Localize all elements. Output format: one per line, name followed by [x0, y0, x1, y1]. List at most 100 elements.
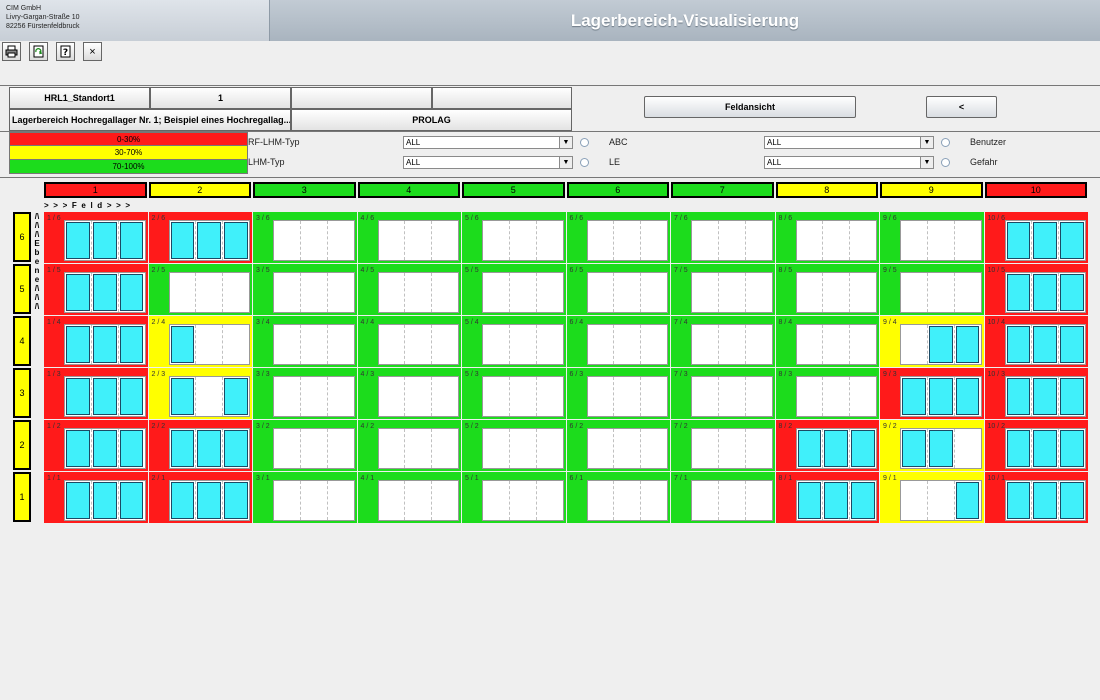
slot-empty — [483, 377, 510, 416]
storage-cell[interactable]: 3 / 3 — [253, 368, 357, 419]
storage-cell[interactable]: 9 / 3 — [880, 368, 984, 419]
storage-cell[interactable]: 5 / 3 — [462, 368, 566, 419]
storage-cell[interactable]: 4 / 5 — [357, 264, 461, 315]
storage-cell[interactable]: 3 / 1 — [253, 472, 357, 523]
slot-empty — [483, 273, 510, 312]
storage-cell[interactable]: 9 / 5 — [880, 264, 984, 315]
cell-label: 9 / 6 — [883, 215, 897, 222]
storage-cell[interactable]: 8 / 6 — [775, 212, 879, 263]
storage-cell[interactable]: 8 / 3 — [775, 368, 879, 419]
storage-cell[interactable]: 2 / 1 — [148, 472, 252, 523]
slot-empty — [719, 429, 746, 468]
row-header-5[interactable]: 5 — [13, 264, 31, 314]
storage-cell[interactable]: 4 / 4 — [357, 316, 461, 367]
refresh-button[interactable] — [29, 42, 48, 61]
storage-cell[interactable]: 6 / 4 — [566, 316, 670, 367]
storage-cell[interactable]: 7 / 1 — [671, 472, 775, 523]
storage-cell[interactable]: 8 / 1 — [775, 472, 879, 523]
help-button[interactable]: ? — [56, 42, 75, 61]
back-button[interactable]: < — [926, 96, 997, 118]
storage-cell[interactable]: 1 / 2 — [44, 420, 148, 471]
storage-cell[interactable]: 10 / 4 — [984, 316, 1088, 367]
slot-empty — [955, 221, 981, 260]
print-button[interactable] — [2, 42, 21, 61]
column-header-10[interactable]: 10 — [984, 182, 1087, 198]
row-header-4[interactable]: 4 — [13, 316, 31, 366]
storage-cell[interactable]: 10 / 1 — [984, 472, 1088, 523]
storage-cell[interactable]: 10 / 2 — [984, 420, 1088, 471]
storage-cell[interactable]: 8 / 5 — [775, 264, 879, 315]
storage-cell[interactable]: 4 / 3 — [357, 368, 461, 419]
storage-cell[interactable]: 7 / 2 — [671, 420, 775, 471]
column-header-4[interactable]: 4 — [357, 182, 460, 198]
storage-cell[interactable]: 5 / 6 — [462, 212, 566, 263]
slot-occupied — [223, 221, 249, 260]
storage-cell[interactable]: 3 / 4 — [253, 316, 357, 367]
feldansicht-button[interactable]: Feldansicht — [644, 96, 856, 118]
column-header-7[interactable]: 7 — [671, 182, 774, 198]
lhm-typ-select[interactable]: ALL ▼ — [403, 156, 573, 169]
storage-cell[interactable]: 6 / 5 — [566, 264, 670, 315]
column-header-1[interactable]: 1 — [44, 182, 147, 198]
storage-cell[interactable]: 10 / 6 — [984, 212, 1088, 263]
close-button[interactable]: × — [83, 42, 102, 61]
row-header-1[interactable]: 1 — [13, 472, 31, 522]
storage-cell[interactable]: 6 / 2 — [566, 420, 670, 471]
storage-cell[interactable]: 5 / 5 — [462, 264, 566, 315]
storage-cell[interactable]: 5 / 4 — [462, 316, 566, 367]
column-header-9[interactable]: 9 — [880, 182, 983, 198]
column-header-5[interactable]: 5 — [462, 182, 565, 198]
storage-cell[interactable]: 5 / 1 — [462, 472, 566, 523]
storage-cell[interactable]: 2 / 2 — [148, 420, 252, 471]
storage-cell[interactable]: 2 / 3 — [148, 368, 252, 419]
storage-cell[interactable]: 10 / 5 — [984, 264, 1088, 315]
column-header-3[interactable]: 3 — [253, 182, 356, 198]
storage-cell[interactable]: 2 / 4 — [148, 316, 252, 367]
storage-cell[interactable]: 1 / 4 — [44, 316, 148, 367]
slot-occupied — [119, 325, 145, 364]
cell-label: 3 / 3 — [256, 371, 270, 378]
rf-lhm-typ-radio[interactable] — [580, 138, 589, 147]
le-select[interactable]: ALL ▼ — [764, 156, 934, 169]
storage-cell[interactable]: 3 / 2 — [253, 420, 357, 471]
slot-empty — [955, 429, 981, 468]
storage-cell[interactable]: 1 / 6 — [44, 212, 148, 263]
row-header-2[interactable]: 2 — [13, 420, 31, 470]
storage-cell[interactable]: 2 / 5 — [148, 264, 252, 315]
storage-cell[interactable]: 1 / 1 — [44, 472, 148, 523]
storage-cell[interactable]: 6 / 1 — [566, 472, 670, 523]
storage-cell[interactable]: 7 / 5 — [671, 264, 775, 315]
storage-cell[interactable]: 1 / 5 — [44, 264, 148, 315]
storage-cell[interactable]: 2 / 6 — [148, 212, 252, 263]
storage-cell[interactable]: 8 / 4 — [775, 316, 879, 367]
storage-cell[interactable]: 10 / 3 — [984, 368, 1088, 419]
storage-cell[interactable]: 3 / 5 — [253, 264, 357, 315]
storage-cell[interactable]: 7 / 3 — [671, 368, 775, 419]
storage-cell[interactable]: 7 / 4 — [671, 316, 775, 367]
lhm-typ-radio[interactable] — [580, 158, 589, 167]
storage-cell[interactable]: 4 / 1 — [357, 472, 461, 523]
rf-lhm-typ-select[interactable]: ALL ▼ — [403, 136, 573, 149]
storage-cell[interactable]: 9 / 2 — [880, 420, 984, 471]
abc-select[interactable]: ALL ▼ — [764, 136, 934, 149]
storage-cell[interactable]: 6 / 3 — [566, 368, 670, 419]
column-header-2[interactable]: 2 — [148, 182, 251, 198]
slot-empty — [328, 481, 354, 520]
storage-cell[interactable]: 9 / 6 — [880, 212, 984, 263]
storage-cell[interactable]: 1 / 3 — [44, 368, 148, 419]
storage-cell[interactable]: 4 / 6 — [357, 212, 461, 263]
storage-cell[interactable]: 7 / 6 — [671, 212, 775, 263]
column-header-8[interactable]: 8 — [775, 182, 878, 198]
storage-cell[interactable]: 4 / 2 — [357, 420, 461, 471]
storage-cell[interactable]: 9 / 4 — [880, 316, 984, 367]
storage-cell[interactable]: 6 / 6 — [566, 212, 670, 263]
storage-cell[interactable]: 5 / 2 — [462, 420, 566, 471]
storage-cell[interactable]: 3 / 6 — [253, 212, 357, 263]
column-header-6[interactable]: 6 — [566, 182, 669, 198]
row-header-6[interactable]: 6 — [13, 212, 31, 262]
le-radio[interactable] — [941, 158, 950, 167]
abc-radio[interactable] — [941, 138, 950, 147]
storage-cell[interactable]: 8 / 2 — [775, 420, 879, 471]
storage-cell[interactable]: 9 / 1 — [880, 472, 984, 523]
row-header-3[interactable]: 3 — [13, 368, 31, 418]
